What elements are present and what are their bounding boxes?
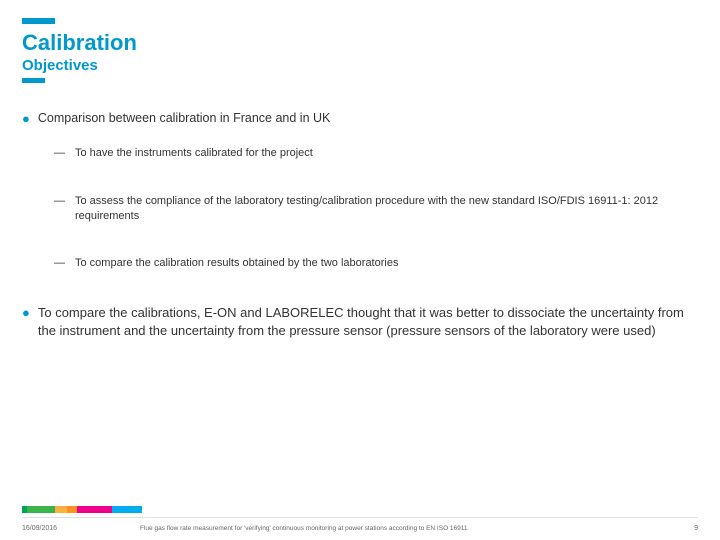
band-segment xyxy=(77,506,112,513)
page-title: Calibration xyxy=(22,30,137,56)
dash-icon: — xyxy=(54,146,65,161)
sub-bullet-item: — To assess the compliance of the labora… xyxy=(54,194,698,225)
band-segment xyxy=(55,506,67,513)
header-accent-bar xyxy=(22,18,55,24)
sub-bullet-item: — To have the instruments calibrated for… xyxy=(54,146,698,161)
bullet-dot-icon: ● xyxy=(22,304,30,340)
brand-color-band xyxy=(22,506,142,513)
sub-bullet-item: — To compare the calibration results obt… xyxy=(54,256,698,271)
page-subtitle: Objectives xyxy=(22,57,98,74)
footer-divider xyxy=(22,517,698,518)
main-bullet-row: ● Comparison between calibration in Fran… xyxy=(22,110,698,128)
sub-bullets-list: — To have the instruments calibrated for… xyxy=(54,146,698,272)
footer: 16/09/2016 Flue gas flow rate measuremen… xyxy=(0,505,720,540)
subtitle-accent-bar xyxy=(22,78,45,83)
second-bullet-row: ● To compare the calibrations, E-ON and … xyxy=(22,304,698,340)
band-segment xyxy=(67,506,77,513)
footer-date: 16/09/2016 xyxy=(22,525,57,532)
sub-bullet-text: To assess the compliance of the laborato… xyxy=(75,194,698,225)
footer-title: Flue gas flow rate measurement for 'veri… xyxy=(140,525,468,532)
dash-icon: — xyxy=(54,256,65,271)
dash-icon: — xyxy=(54,194,65,225)
content-area: ● Comparison between calibration in Fran… xyxy=(22,110,698,340)
sub-bullet-text: To compare the calibration results obtai… xyxy=(75,256,398,271)
band-segment xyxy=(112,506,142,513)
bullet-dot-icon: ● xyxy=(22,110,30,128)
second-bullet-text: To compare the calibrations, E-ON and LA… xyxy=(38,304,698,340)
band-segment xyxy=(27,506,55,513)
main-bullet-text: Comparison between calibration in France… xyxy=(38,110,331,128)
footer-page-number: 9 xyxy=(694,525,698,532)
sub-bullet-text: To have the instruments calibrated for t… xyxy=(75,146,313,161)
